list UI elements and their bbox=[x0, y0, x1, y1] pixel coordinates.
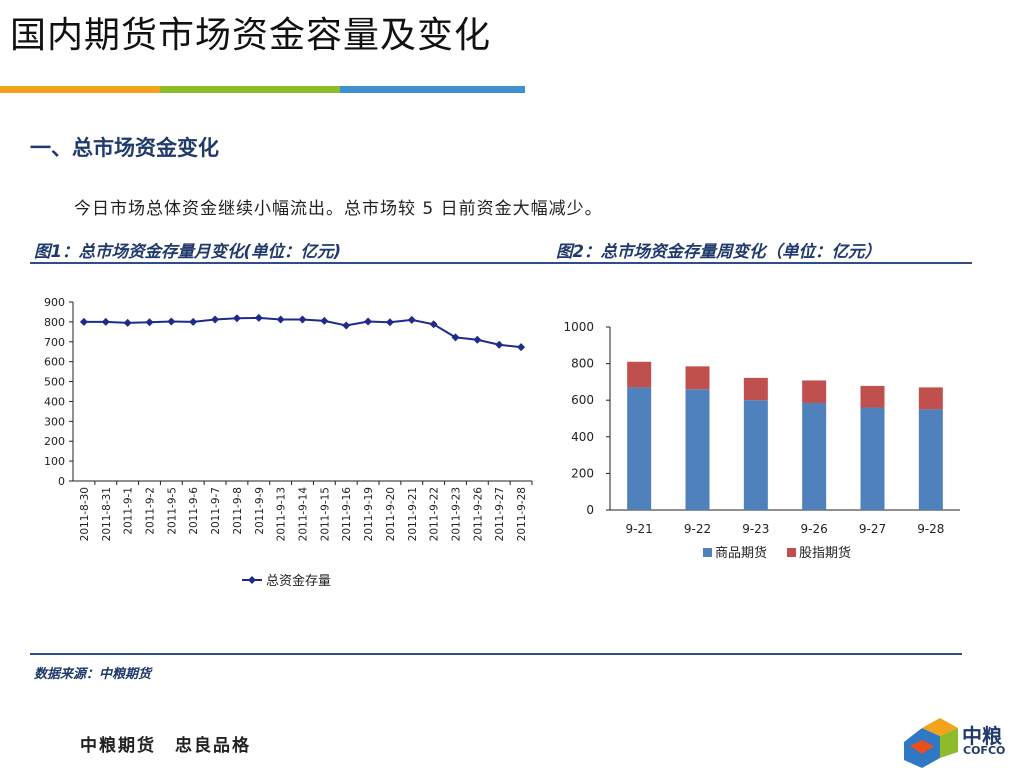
y-tick-label: 1000 bbox=[563, 320, 594, 334]
data-point bbox=[451, 333, 460, 342]
data-point bbox=[276, 315, 285, 324]
y-tick-label: 500 bbox=[44, 376, 65, 389]
x-tick-label: 2011-9-26 bbox=[472, 487, 484, 542]
y-tick-label: 700 bbox=[44, 336, 65, 349]
page-title: 国内期货市场资金容量及变化 bbox=[10, 15, 492, 56]
legend-label: 总资金存量 bbox=[266, 573, 331, 589]
x-tick-label: 2011-9-6 bbox=[188, 487, 200, 535]
bar-segment bbox=[918, 409, 943, 510]
legend-label: 股指期货 bbox=[799, 545, 851, 561]
x-tick-label: 2011-9-15 bbox=[319, 487, 331, 541]
data-point bbox=[364, 317, 373, 326]
y-tick-label: 400 bbox=[571, 430, 594, 444]
y-tick-label: 600 bbox=[571, 393, 594, 407]
x-tick-label: 2011-9-2 bbox=[145, 487, 157, 535]
legend-marker bbox=[248, 576, 256, 584]
y-tick-label: 900 bbox=[44, 296, 65, 309]
figure2-title: 图2：总市场资金存量周变化（单位：亿元） bbox=[556, 242, 881, 261]
data-point bbox=[385, 318, 394, 327]
bar-segment bbox=[627, 361, 652, 388]
x-tick-label: 9-23 bbox=[742, 522, 769, 536]
x-tick-label: 2011-9-7 bbox=[210, 487, 222, 535]
bar-segment bbox=[685, 389, 710, 510]
data-point bbox=[298, 315, 307, 324]
y-tick-label: 0 bbox=[586, 503, 594, 517]
data-point bbox=[167, 317, 176, 326]
data-point bbox=[254, 313, 263, 322]
data-point bbox=[473, 335, 482, 344]
y-tick-label: 200 bbox=[571, 466, 594, 480]
stacked-bar-chart-weekly: 0 200 400 600 800 1000 9-21 9-22 9-23 9-26 9-27 9-2… bbox=[563, 320, 960, 561]
data-point bbox=[123, 318, 132, 327]
x-tick-label: 2011-9-23 bbox=[451, 487, 463, 541]
data-source: 数据来源：中粮期货 bbox=[34, 667, 152, 682]
data-point bbox=[79, 317, 88, 326]
x-tick-label: 2011-9-14 bbox=[298, 487, 310, 542]
x-tick-label: 2011-9-9 bbox=[254, 487, 266, 535]
data-point bbox=[342, 321, 351, 330]
title-color-bar bbox=[0, 86, 525, 93]
bar-segment bbox=[802, 402, 827, 510]
x-tick-label: 2011-9-16 bbox=[341, 487, 353, 542]
line-chart-total-funds: 0 100 200 300 400 500 600 700 800 900 2011-8-30 201… bbox=[44, 296, 533, 589]
x-tick-label: 9-28 bbox=[917, 522, 944, 536]
x-tick-label: 2011-9-21 bbox=[407, 487, 419, 541]
data-point bbox=[407, 315, 416, 324]
x-tick-label: 2011-8-31 bbox=[101, 487, 113, 541]
section-title: 一、总市场资金变化 bbox=[30, 136, 219, 160]
y-tick-label: 200 bbox=[44, 435, 65, 448]
x-tick-label: 2011-9-19 bbox=[363, 487, 375, 541]
x-tick-label: 2011-9-5 bbox=[166, 487, 178, 535]
legend-swatch bbox=[787, 548, 796, 557]
bar-segment bbox=[627, 387, 652, 510]
x-tick-label: 2011-8-30 bbox=[79, 487, 91, 541]
x-tick-label: 9-22 bbox=[684, 522, 711, 536]
y-tick-label: 300 bbox=[44, 415, 65, 428]
data-point bbox=[189, 317, 198, 326]
x-tick-label: 2011-9-13 bbox=[276, 487, 288, 541]
footer-divider bbox=[30, 653, 962, 655]
y-tick-label: 100 bbox=[44, 455, 65, 468]
x-tick-label: 2011-9-8 bbox=[232, 487, 244, 535]
y-tick-label: 800 bbox=[571, 357, 594, 371]
x-tick-label: 2011-9-20 bbox=[385, 487, 397, 541]
x-tick-label: 9-26 bbox=[801, 522, 828, 536]
header-divider bbox=[30, 262, 972, 264]
cofco-logo bbox=[904, 718, 958, 768]
bar-segment bbox=[860, 407, 885, 510]
data-point bbox=[517, 343, 526, 352]
data-point bbox=[145, 318, 154, 327]
logo-text-en: COFCO bbox=[963, 744, 1006, 757]
figure1-title: 图1：总市场资金存量月变化(单位：亿元) bbox=[34, 242, 342, 261]
data-point bbox=[320, 316, 329, 325]
bar-segment bbox=[918, 387, 943, 410]
y-tick-label: 400 bbox=[44, 395, 65, 408]
y-tick-label: 600 bbox=[44, 356, 65, 369]
x-tick-label: 9-27 bbox=[859, 522, 886, 536]
legend-swatch bbox=[703, 548, 712, 557]
x-tick-label: 2011-9-22 bbox=[429, 487, 441, 541]
x-tick-label: 9-21 bbox=[626, 522, 653, 536]
bar-segment bbox=[802, 380, 827, 403]
summary-text: 今日市场总体资金继续小幅流出。总市场较 5 日前资金大幅减少。 bbox=[74, 199, 603, 219]
y-tick-label: 0 bbox=[58, 475, 65, 488]
bar-segment bbox=[860, 385, 885, 408]
data-point bbox=[101, 317, 110, 326]
x-tick-label: 2011-9-1 bbox=[123, 487, 135, 535]
logo-text-cn: 中粮 bbox=[962, 724, 1002, 748]
data-point bbox=[232, 314, 241, 323]
y-tick-label: 800 bbox=[44, 316, 65, 329]
data-point bbox=[211, 315, 220, 324]
x-tick-label: 2011-9-27 bbox=[494, 487, 506, 541]
bar-segment bbox=[743, 400, 768, 510]
bar-segment bbox=[743, 377, 768, 401]
company-slogan: 中粮期货 忠良品格 bbox=[80, 736, 251, 756]
legend-label: 商品期货 bbox=[715, 545, 767, 561]
data-point bbox=[495, 340, 504, 349]
data-point bbox=[429, 320, 438, 329]
bar-segment bbox=[685, 366, 710, 390]
x-tick-label: 2011-9-28 bbox=[516, 487, 528, 541]
